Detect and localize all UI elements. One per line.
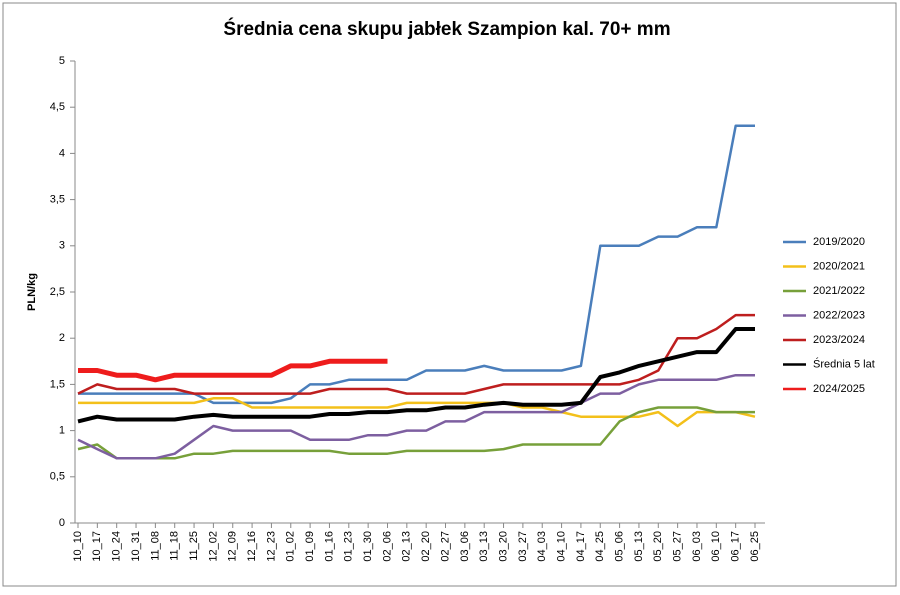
x-tick-label: 05_27: [672, 531, 684, 562]
x-tick-label: 01_02: [285, 531, 297, 562]
y-tick-label: 5: [59, 55, 65, 67]
y-tick-label: 0,5: [50, 471, 65, 483]
x-tick-label: 01_23: [343, 531, 355, 562]
x-tick-label: 03_20: [497, 531, 509, 562]
x-tick-label: 02_06: [381, 531, 393, 562]
y-tick-label: 4,5: [50, 101, 65, 113]
x-tick-label: 10_31: [130, 531, 142, 562]
x-tick-label: 10_10: [72, 531, 84, 562]
x-tick-label: 02_13: [401, 531, 413, 562]
legend-label: 2019/2020: [813, 236, 865, 248]
y-tick-label: 4: [59, 147, 65, 159]
x-tick-label: 01_30: [362, 531, 374, 562]
x-tick-label: 03_06: [459, 531, 471, 562]
x-tick-label: 05_13: [633, 531, 645, 562]
x-tick-label: 04_17: [575, 531, 587, 562]
chart-title: Średnia cena skupu jabłek Szampion kal. …: [223, 18, 670, 40]
x-tick-label: 03_13: [478, 531, 490, 562]
chart-frame: [2, 2, 897, 587]
y-tick-label: 1: [59, 425, 65, 437]
x-tick-label: 02_27: [439, 531, 451, 562]
x-tick-label: 11_08: [149, 531, 161, 561]
x-tick-label: 12_09: [227, 531, 239, 562]
y-axis-label: PLN/kg: [26, 273, 38, 311]
x-tick-label: 06_10: [710, 531, 722, 562]
x-tick-label: 11_25: [188, 531, 200, 561]
legend-label: 2020/2021: [813, 260, 865, 272]
x-tick-label: 12_02: [207, 531, 219, 562]
x-tick-label: 05_20: [652, 531, 664, 562]
legend-label: 2022/2023: [813, 309, 865, 321]
x-tick-label: 04_03: [536, 531, 548, 562]
x-tick-label: 04_25: [594, 531, 606, 562]
x-tick-label: 01_16: [323, 531, 335, 562]
x-tick-label: 05_06: [614, 531, 626, 562]
x-tick-label: 01_09: [304, 531, 316, 562]
series-line: [77, 406, 755, 460]
x-tick-label: 06_17: [730, 531, 742, 562]
y-tick-label: 2: [59, 332, 65, 344]
x-tick-label: 06_03: [691, 531, 703, 562]
y-tick-label: 0: [59, 517, 65, 529]
y-tick-label: 1,5: [50, 378, 65, 390]
x-tick-label: 03_27: [517, 531, 529, 562]
y-tick-label: 2,5: [50, 286, 65, 298]
y-tick-label: 3: [59, 240, 65, 252]
x-tick-label: 10_17: [91, 531, 103, 562]
legend-label: 2021/2022: [813, 285, 865, 297]
x-tick-label: 10_24: [111, 531, 123, 562]
x-tick-label: 12_23: [265, 531, 277, 562]
series-line: [77, 327, 755, 424]
series-line: [78, 358, 388, 383]
series-line: [77, 373, 755, 460]
x-tick-label: 06_25: [749, 531, 761, 562]
series-line: [78, 397, 756, 428]
series-line: [77, 313, 755, 395]
x-tick-label: 12_16: [246, 531, 258, 562]
legend-label: 2023/2024: [813, 334, 865, 346]
x-tick-label: 02_20: [420, 531, 432, 562]
y-tick-label: 3,5: [50, 194, 65, 206]
x-tick-label: 11_18: [169, 531, 181, 561]
legend-label: 2024/2025: [813, 383, 865, 395]
legend-label: Średnia 5 lat: [813, 357, 875, 370]
x-tick-label: 04_10: [555, 531, 567, 562]
